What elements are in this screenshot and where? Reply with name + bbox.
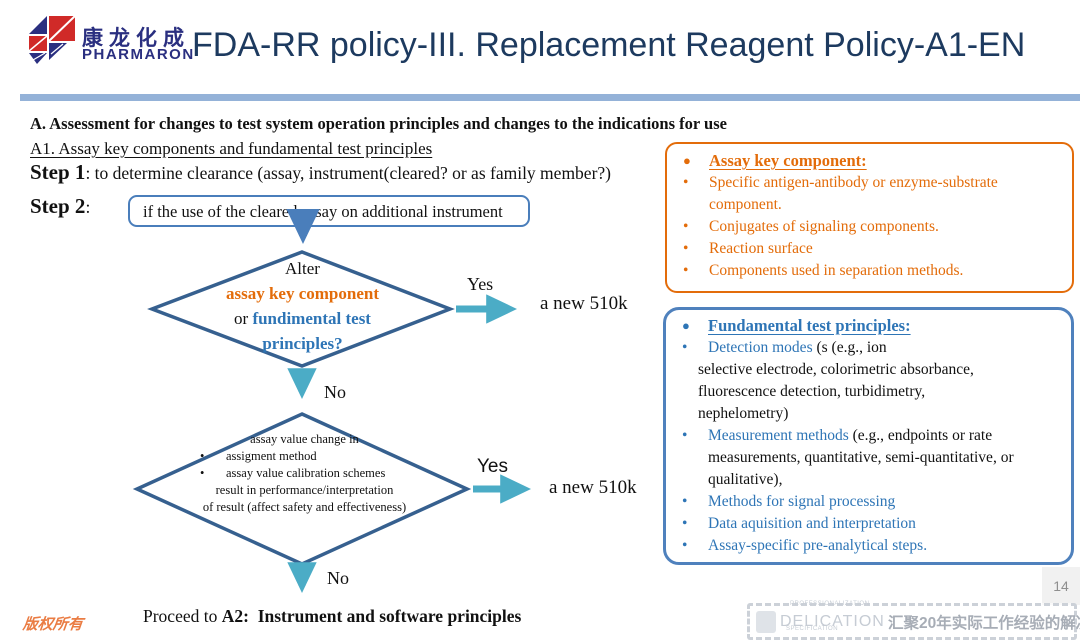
blue-item-text: Assay-specific pre-analytical steps. [708, 537, 928, 554]
fundamental-test-principles-panel: ● Fundamental test principles: • Detecti… [663, 307, 1074, 565]
bullet-icon: • [683, 218, 689, 235]
bullet-icon: • [200, 449, 205, 463]
bullet-icon: • [682, 493, 688, 510]
step2-label: Step 2 [30, 194, 86, 218]
blue-panel-title: Fundamental test principles: [708, 316, 911, 335]
step1-text: : to determine clearance (assay, instrum… [85, 163, 611, 183]
watermark-tiny-top: PROFESSIONALIZATION [790, 600, 870, 607]
blue-panel-item: • Data aquisition and interpretation [682, 513, 1061, 535]
orange-panel-item: • Specific antigen-antibody or enzyme-sub… [683, 172, 1062, 216]
diamond-1-line1: Alter [285, 259, 320, 278]
bullet-icon: • [683, 262, 689, 279]
detection-continuation: fluorescence detection, turbidimetry, [698, 383, 926, 400]
detection-lead: Detection modes [708, 339, 817, 356]
assay-key-component-panel: ● Assay key component: • Specific antigen… [665, 142, 1074, 293]
diamond-1-orange-text: assay key component [225, 284, 379, 303]
measurement-line: Measurement methods (e.g., endpoints or … [708, 425, 1061, 491]
logo-english-name: PHARMARON [82, 46, 195, 63]
blue-item-text: Methods for signal processing [708, 493, 896, 510]
orange-item-text: Components used in separation methods. [709, 262, 964, 279]
yes-label-1: Yes [467, 274, 494, 294]
result-label-2: a new 510k [549, 477, 637, 498]
diamond-1-blue1: fundimental test [252, 309, 371, 328]
blue-panel-header: ● Fundamental test principles: [682, 315, 1061, 337]
watermark-logo-icon [756, 610, 776, 633]
bullet-icon: • [200, 466, 205, 480]
proceed-line: Proceed to A2: Instrument and software p… [143, 606, 521, 627]
bullet-icon: • [682, 515, 688, 532]
orange-item-text: Conjugates of signaling components. [709, 218, 939, 235]
header-divider-bar [20, 94, 1080, 101]
orange-panel-item: • Conjugates of signaling components. [683, 216, 1062, 238]
page-number: 14 [1042, 567, 1080, 605]
bullet-icon: ● [682, 318, 690, 333]
blue-panel-detection-item: • Detection modes (s (e.g., ion [682, 337, 1061, 359]
copyright-watermark: 版权所有 [22, 617, 84, 633]
bullet-icon: • [683, 174, 689, 191]
watermark-box: PROFESSIONALIZATION DELICATION SPECIFICA… [747, 601, 1080, 640]
orange-item-text: Reaction surface [709, 240, 813, 257]
diamond-1-text: Alter assay key component or fundimental… [160, 256, 445, 356]
diamond-1-blue2: principles? [262, 334, 343, 353]
step2-condition-box: if the use of the cleared assay on addit… [128, 195, 530, 227]
bullet-icon: • [682, 427, 688, 444]
bullet-icon: • [683, 240, 689, 257]
page-title: FDA-RR policy-III. Replacement Reagent P… [192, 26, 1026, 64]
step1-label: Step 1 [30, 160, 86, 184]
no-label-1: No [324, 382, 346, 402]
step1-line: Step 1: to determine clearance (assay, i… [30, 160, 611, 185]
detection-continuation: selective electrode, colorimetric absorb… [698, 361, 974, 378]
diamond-1-or: or [234, 309, 253, 328]
diamond-2-line3: of result (affect safety and effectivene… [202, 500, 407, 514]
blue-panel-item: • Methods for signal processing [682, 491, 1061, 513]
diamond-2-bullet1: • assigment method [182, 448, 427, 465]
orange-item-text: Specific antigen-antibody or enzyme-subs… [709, 174, 998, 213]
result-label-1: a new 510k [540, 293, 628, 314]
diamond-1-shape [147, 250, 455, 368]
diamond-2-line1: assay value change in [250, 432, 359, 446]
orange-panel-title: Assay key component: [709, 151, 867, 170]
step2-colon: : [85, 197, 91, 217]
step2-line: Step 2: [30, 194, 90, 219]
watermark-chinese-text: 汇聚20年实际工作经验的解决之道 [888, 614, 1080, 632]
watermark-main: DELICATION [780, 612, 885, 630]
diamond-2-bullet2: • assay value calibration schemes [182, 465, 427, 482]
diamond-2-line2: result in performance/interpretation [215, 483, 394, 497]
blue-panel-measurement-item: • Measurement methods (e.g., endpoints o… [682, 425, 1061, 491]
proceed-bold: A2: Instrument and software principles [221, 606, 522, 626]
measurement-rest: (e.g., endpoints or rate measurements, q… [708, 427, 1014, 488]
bullet-icon: • [682, 537, 688, 554]
orange-panel-item: • Reaction surface [683, 238, 1062, 260]
bullet-icon: ● [683, 153, 691, 168]
diamond-2-text: assay value change in • assigment method … [182, 431, 427, 516]
diamond-2-bullet2-text: assay value calibration schemes [226, 466, 386, 480]
watermark-tiny-bottom: SPECIFICATION [786, 625, 839, 632]
no-label-2: No [327, 568, 349, 588]
blue-panel-item: • Assay-specific pre-analytical steps. [682, 535, 1061, 557]
diamond-2-bullet1-text: assigment method [226, 449, 317, 463]
logo-chinese-name: 康龙化成 [82, 26, 190, 50]
heading-a1: A1. Assay key components and fundamental… [30, 139, 433, 158]
diamond-1-line3: or fundimental test [160, 306, 445, 331]
detection-continuation: nephelometry) [698, 405, 789, 422]
watermark-brand: PROFESSIONALIZATION DELICATION SPECIFICA… [780, 601, 888, 632]
detection-rest: (s (e.g., ion [816, 339, 887, 356]
measurement-lead: Measurement methods [708, 427, 853, 444]
orange-panel-header: ● Assay key component: [683, 150, 1062, 172]
blue-item-text: Data aquisition and interpretation [708, 515, 916, 532]
pharmaron-logo-icon [28, 15, 76, 64]
detection-line: Detection modes (s (e.g., ion [708, 337, 1061, 359]
proceed-prefix: Proceed to [143, 606, 222, 626]
orange-panel-item: • Components used in separation methods. [683, 260, 1062, 282]
yes-label-2: Yes [477, 456, 508, 477]
bullet-icon: • [682, 339, 688, 356]
heading-a: A. Assessment for changes to test system… [30, 114, 727, 133]
